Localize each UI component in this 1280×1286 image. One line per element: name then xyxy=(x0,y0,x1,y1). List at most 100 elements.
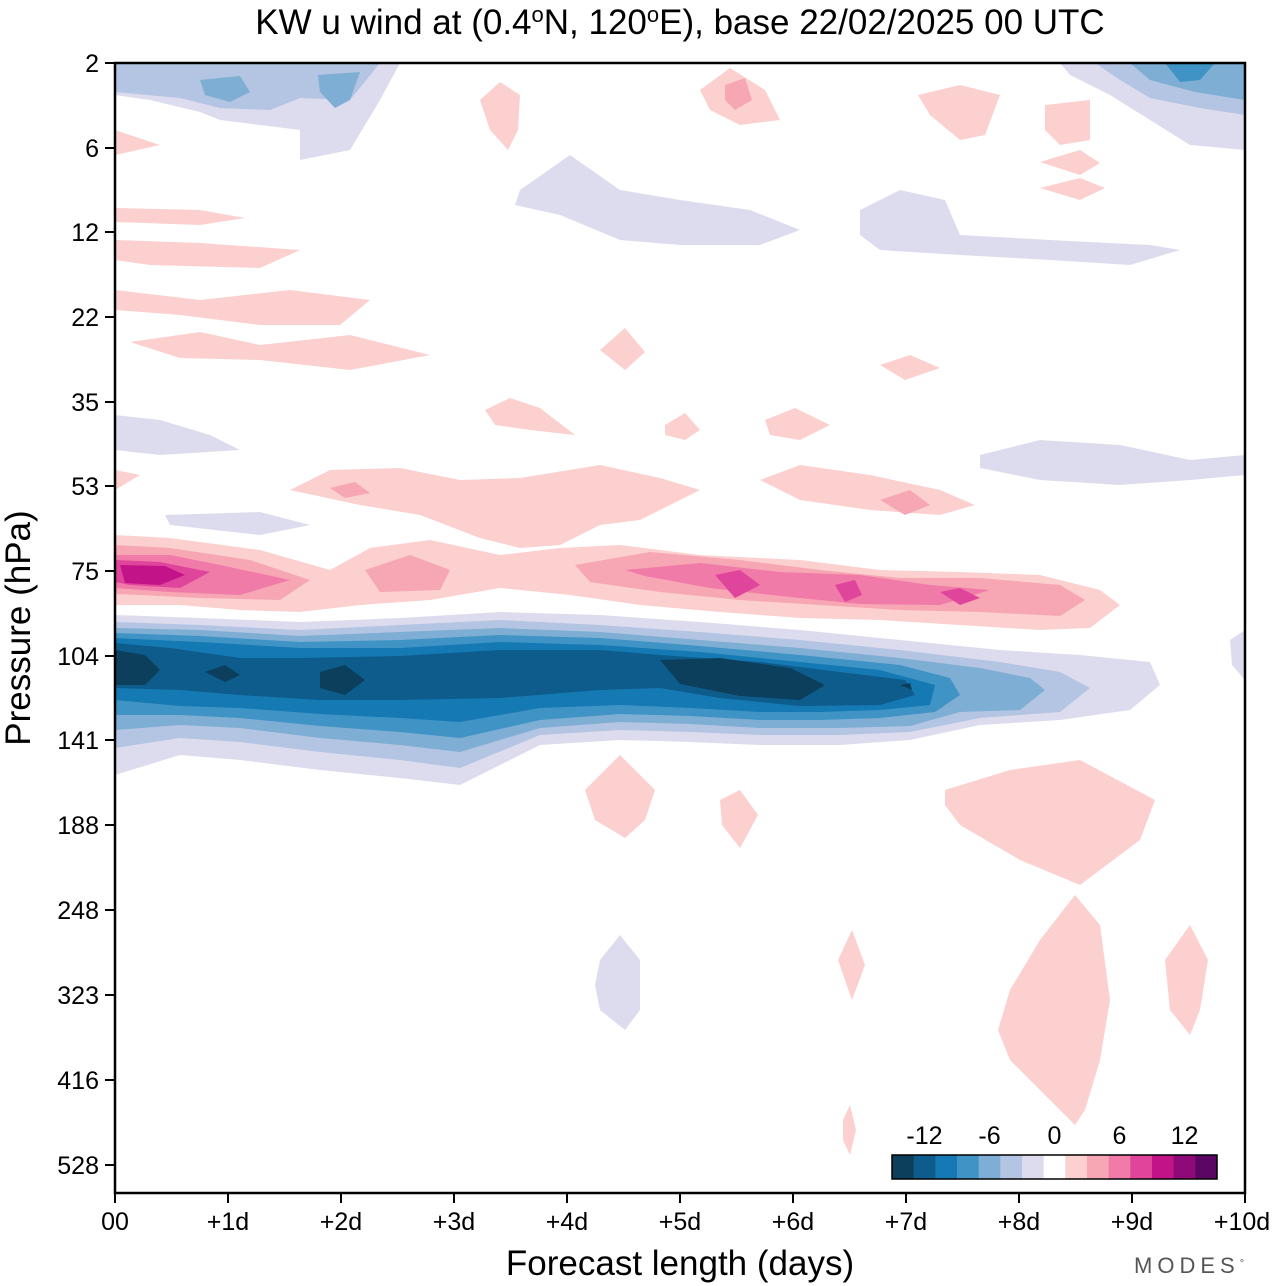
contour-neg-104-7d xyxy=(660,658,825,700)
colorbar-swatch xyxy=(913,1155,936,1179)
colorbar-swatch xyxy=(1087,1155,1110,1179)
colorbar-swatch xyxy=(1043,1155,1066,1179)
contour-neg-35 xyxy=(115,415,240,455)
contour-pos-75-4b xyxy=(715,570,760,598)
colorbar-swatch xyxy=(1108,1155,1131,1179)
contour-pos-75-4d xyxy=(940,588,980,605)
contour-pos-75-2b xyxy=(365,555,450,592)
contour-pos-strat-17 xyxy=(115,470,140,490)
colorbar-label: -6 xyxy=(978,1122,1000,1150)
y-tick-label: 323 xyxy=(57,982,99,1010)
y-axis-label: Pressure (hPa) xyxy=(0,510,38,745)
contour-pos-53-peak-1 xyxy=(330,482,370,498)
y-tick-label: 416 xyxy=(57,1067,99,1095)
modes-logo: MODES° xyxy=(1134,1253,1249,1278)
contour-field xyxy=(115,63,1245,1155)
y-tick-label: 2 xyxy=(85,50,99,78)
colorbar-label: -12 xyxy=(906,1122,942,1150)
contour-pos-strat-13 xyxy=(880,355,940,380)
contour-pos-strat-11 xyxy=(130,332,430,370)
contour-pos-53-belt-2 xyxy=(760,465,975,515)
colorbar-swatch xyxy=(1065,1155,1088,1179)
x-tick-label: +5d xyxy=(659,1208,701,1236)
contour-pos-strat-15 xyxy=(665,413,700,440)
contour-pos-75-5 xyxy=(120,565,185,585)
x-tick-label: +10d xyxy=(1214,1208,1270,1236)
colorbar-label: 6 xyxy=(1113,1122,1127,1150)
contour-pos-trop-7 xyxy=(843,1105,856,1155)
y-tick-label: 141 xyxy=(57,727,99,755)
contour-pos-trop-6 xyxy=(838,930,865,1000)
x-tick-label: +4d xyxy=(546,1208,588,1236)
contour-neg-trop-1 xyxy=(595,935,640,1030)
chart-title: KW u wind at (0.4oN, 120oE), base 22/02/… xyxy=(255,2,1104,43)
y-tick-label: 12 xyxy=(71,219,99,247)
contour-neg-104-7 xyxy=(115,650,160,685)
x-tick-label: +2d xyxy=(320,1208,362,1236)
contour-pos-trop-3 xyxy=(945,760,1155,885)
contour-neg-top-right-4 xyxy=(1165,63,1215,82)
colorbar-swatch xyxy=(892,1155,915,1179)
y-tick-label: 53 xyxy=(71,473,99,501)
y-tick-label: 104 xyxy=(57,643,99,671)
x-axis: 00 +1d +2d +3d +4d +5d +6d +7d +8d +9d +… xyxy=(101,1193,1270,1236)
colorbar-swatch xyxy=(1152,1155,1175,1179)
y-tick-label: 6 xyxy=(85,135,99,163)
contour-neg-band-12b xyxy=(860,190,1180,265)
colorbar-swatch xyxy=(957,1155,980,1179)
contour-neg-104-7e xyxy=(900,683,912,690)
x-tick-label: +3d xyxy=(433,1208,475,1236)
contour-pos-strat-2b xyxy=(725,78,752,110)
contour-neg-104-7c xyxy=(320,665,365,695)
y-axis: 2 6 12 22 35 53 75 104 141 188 248 323 4… xyxy=(57,50,115,1180)
contour-pos-trop-4 xyxy=(998,895,1110,1125)
y-tick-label: 75 xyxy=(71,558,99,586)
contour-neg-band-12 xyxy=(515,155,800,245)
colorbar-swatch xyxy=(978,1155,1001,1179)
y-tick-label: 188 xyxy=(57,812,99,840)
contour-pos-strat-10 xyxy=(115,290,370,325)
colorbar-label: 12 xyxy=(1171,1122,1199,1150)
colorbar-swatch xyxy=(935,1155,958,1179)
contour-pos-strat-8 xyxy=(115,208,245,225)
x-axis-label: Forecast length (days) xyxy=(506,1244,854,1283)
contour-pos-strat-7 xyxy=(115,130,160,155)
contour-neg-104-right xyxy=(1230,630,1245,680)
contour-pos-strat-5 xyxy=(1040,150,1100,175)
contour-neg-104-7b xyxy=(205,665,240,682)
contour-pos-75-3b xyxy=(625,563,990,605)
contour-pos-53-belt xyxy=(290,465,700,548)
contour-neg-top-left-3 xyxy=(200,76,250,102)
contour-pos-strat-16 xyxy=(765,408,830,440)
x-tick-label: +7d xyxy=(885,1208,927,1236)
contour-pos-53-peak-2 xyxy=(880,490,930,515)
colorbar-swatch xyxy=(1022,1155,1045,1179)
contour-neg-62 xyxy=(165,512,310,535)
colorbar-frame xyxy=(891,1154,1218,1180)
colorbar: -12 -6 0 6 12 xyxy=(891,1122,1218,1180)
contour-pos-trop-1 xyxy=(585,755,655,838)
colorbar-swatch xyxy=(1130,1155,1153,1179)
x-tick-label: +9d xyxy=(1111,1208,1153,1236)
y-tick-label: 35 xyxy=(71,389,99,417)
contour-pos-75-4c xyxy=(835,580,862,602)
y-tick-label: 528 xyxy=(57,1152,99,1180)
contour-neg-top-left-4 xyxy=(318,72,360,108)
contour-pos-strat-3 xyxy=(918,85,1000,140)
colorbar-swatch xyxy=(1173,1155,1196,1179)
contour-pos-trop-5 xyxy=(1165,925,1208,1035)
contour-pos-strat-9 xyxy=(115,240,300,268)
contour-pos-strat-12 xyxy=(600,328,645,370)
contour-pos-strat-14 xyxy=(485,398,575,435)
contour-neg-top-right-3 xyxy=(1130,63,1245,100)
contour-neg-53 xyxy=(980,440,1245,485)
colorbar-swatch xyxy=(1195,1155,1218,1179)
contour-pos-strat-4 xyxy=(1045,100,1090,145)
contour-pos-strat-6 xyxy=(1040,178,1105,200)
x-tick-label: +8d xyxy=(998,1208,1040,1236)
colorbar-swatch xyxy=(1000,1155,1023,1179)
x-tick-label: +6d xyxy=(772,1208,814,1236)
y-tick-label: 22 xyxy=(71,304,99,332)
y-tick-label: 248 xyxy=(57,897,99,925)
